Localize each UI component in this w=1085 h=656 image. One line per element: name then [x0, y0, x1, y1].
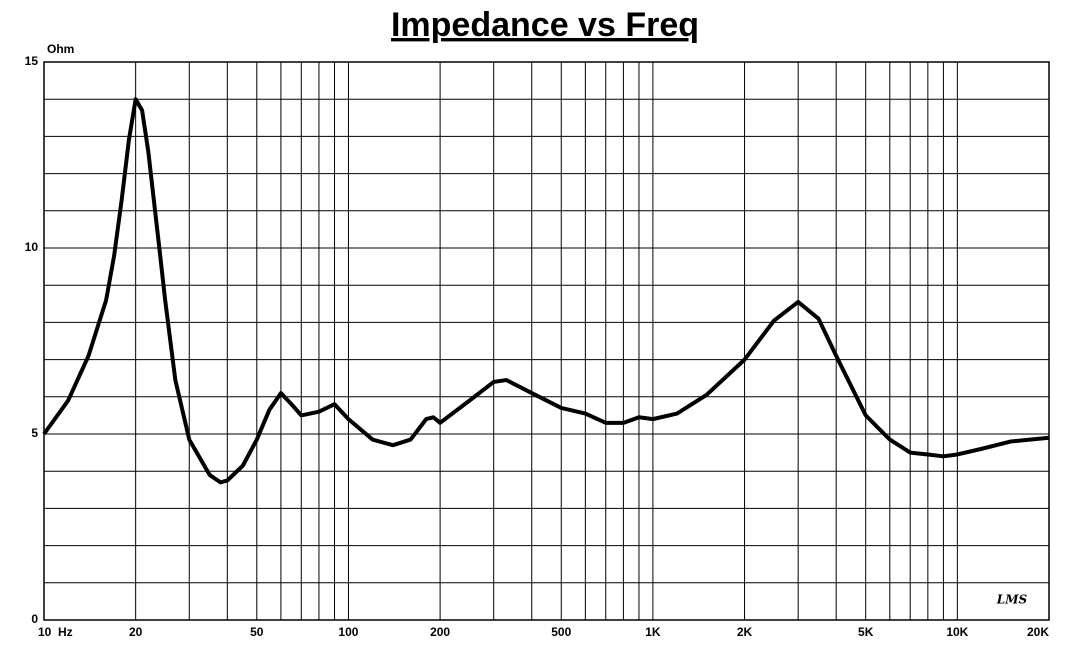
plot-frame: [43, 61, 1050, 621]
chart-title: Impedance vs Freq: [391, 6, 699, 44]
x-tick-label: 1K: [645, 625, 661, 639]
x-tick-label: 500: [551, 625, 571, 639]
x-tick-label: 100: [338, 625, 358, 639]
y-tick-label: 0: [31, 612, 38, 626]
x-tick-label: 5K: [858, 625, 874, 639]
x-tick-label: 10K: [946, 625, 968, 639]
y-tick-label: 5: [31, 426, 38, 440]
x-tick-label: 200: [430, 625, 450, 639]
y-tick-label: 15: [25, 54, 39, 68]
x-tick-label: 10 Hz: [38, 625, 73, 639]
x-tick-label: 50: [250, 625, 264, 639]
y-tick-label: 10: [25, 240, 39, 254]
x-tick-label: 20K: [1027, 625, 1049, 639]
x-tick-label: 20: [129, 625, 143, 639]
x-tick-label: 2K: [737, 625, 753, 639]
watermark: LMS: [996, 593, 1028, 607]
impedance-line: [42, 97, 1050, 485]
y-axis-label: Ohm: [47, 42, 74, 56]
